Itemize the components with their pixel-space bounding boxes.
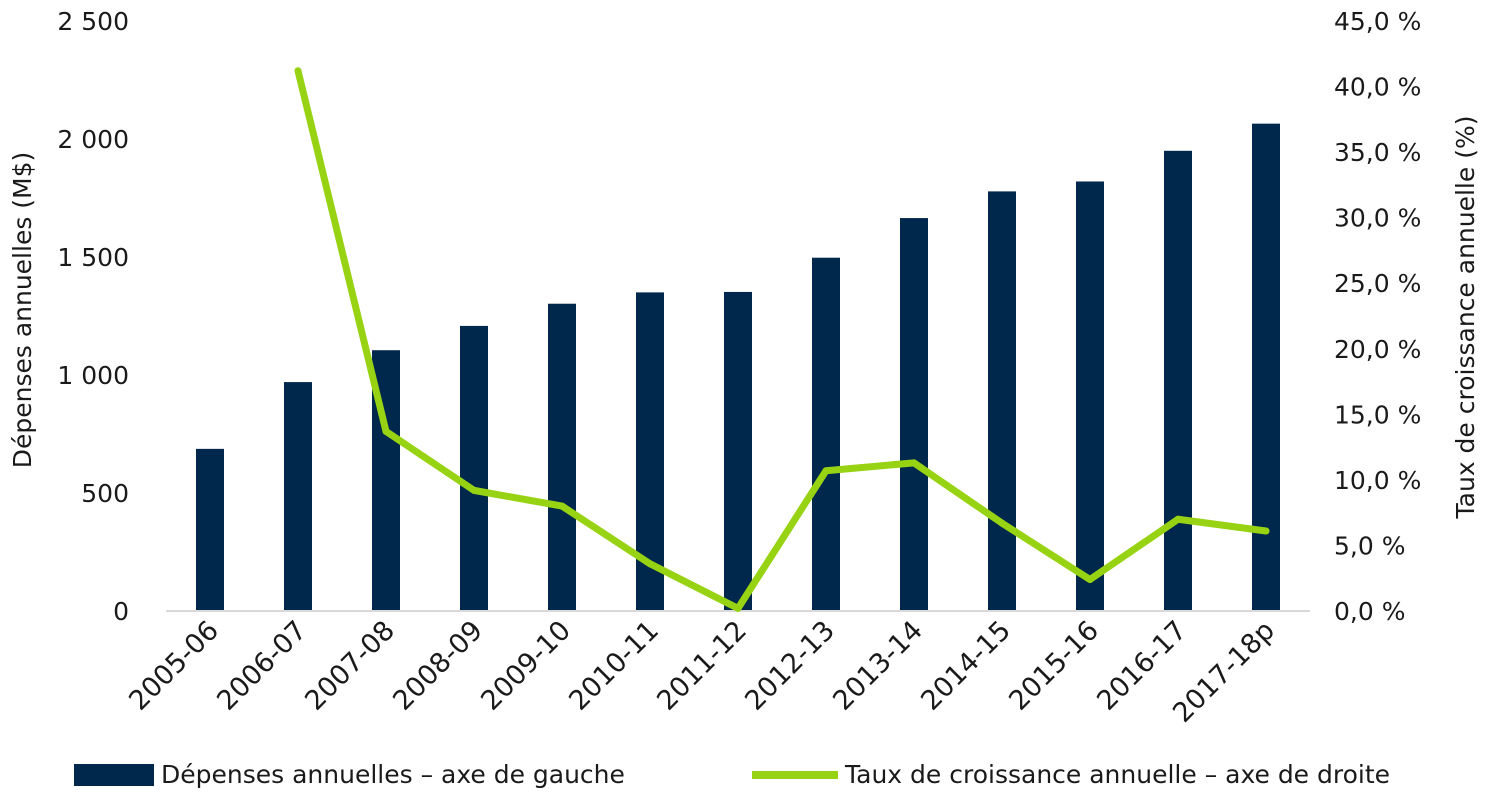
bar-2009-10 (548, 303, 576, 611)
growth-point-2008-09 (470, 486, 478, 494)
legend: Dépenses annuelles – axe de gauche Taux … (74, 760, 1390, 789)
bar-2012-13 (812, 257, 840, 611)
right-tick-label: 35,0 % (1334, 138, 1421, 167)
growth-point-2007-08 (382, 427, 390, 435)
growth-point-2016-17 (1174, 515, 1182, 523)
x-tick-label: 2006-07 (211, 615, 313, 717)
x-tick-label: 2011-12 (651, 615, 753, 717)
x-tick-label: 2008-09 (387, 615, 489, 717)
line-layer (294, 67, 1270, 612)
growth-point-2017-18p (1262, 527, 1270, 535)
left-axis-title: Dépenses annuelles (M$) (8, 152, 37, 469)
right-tick-label: 20,0 % (1334, 335, 1421, 364)
x-axis-ticks: 2005-062006-072007-082008-092009-102010-… (123, 615, 1281, 729)
left-tick-label: 0 (113, 597, 129, 626)
x-tick-label: 2009-10 (475, 615, 577, 717)
x-tick-label: 2015-16 (1003, 615, 1105, 717)
bar-2016-17 (1164, 150, 1192, 612)
growth-point-2006-07 (294, 67, 302, 75)
left-axis-ticks: 0 500 1 000 1 500 2 000 2 500 (57, 7, 129, 626)
legend-line-label: Taux de croissance annuelle – axe de dro… (844, 760, 1390, 789)
right-tick-label: 0,0 % (1334, 597, 1405, 626)
bar-2015-16 (1076, 181, 1104, 612)
growth-rate-line (294, 67, 1270, 612)
right-tick-label: 40,0 % (1334, 73, 1421, 102)
left-tick-label: 2 000 (57, 125, 129, 154)
right-tick-label: 25,0 % (1334, 269, 1421, 298)
growth-point-2015-16 (1086, 576, 1094, 584)
growth-point-2009-10 (558, 502, 566, 510)
bar-2017-18p (1252, 123, 1280, 611)
left-tick-label: 1 500 (57, 243, 129, 272)
growth-point-2010-11 (646, 560, 654, 568)
growth-point-2011-12 (734, 604, 742, 612)
bar-2013-14 (900, 218, 928, 611)
bar-2011-12 (724, 291, 752, 611)
bars-layer (196, 123, 1280, 612)
bar-2008-09 (460, 325, 488, 611)
bar-2005-06 (196, 448, 224, 611)
left-tick-label: 500 (81, 479, 129, 508)
x-tick-label: 2013-14 (827, 615, 929, 717)
right-tick-label: 45,0 % (1334, 7, 1421, 36)
growth-point-2014-15 (998, 519, 1006, 527)
growth-point-2012-13 (822, 467, 830, 475)
left-tick-label: 2 500 (57, 7, 129, 36)
x-tick-label: 2010-11 (563, 615, 665, 717)
right-tick-label: 10,0 % (1334, 466, 1421, 495)
legend-bar-swatch (74, 764, 154, 786)
x-tick-label: 2007-08 (299, 615, 401, 717)
right-axis-title: Taux de croissance annuelle (%) (1451, 116, 1480, 520)
growth-point-2013-14 (910, 459, 918, 467)
right-tick-label: 30,0 % (1334, 204, 1421, 233)
x-tick-label: 2005-06 (123, 615, 225, 717)
right-tick-label: 15,0 % (1334, 400, 1421, 429)
right-tick-label: 5,0 % (1334, 531, 1405, 560)
right-axis-ticks: 0,0 % 5,0 % 10,0 % 15,0 % 20,0 % 25,0 % 30,0 %… (1334, 7, 1421, 626)
bar-2006-07 (284, 382, 312, 611)
x-tick-label: 2014-15 (915, 615, 1017, 717)
legend-bar-label: Dépenses annuelles – axe de gauche (161, 760, 625, 789)
x-tick-label: 2012-13 (739, 615, 841, 717)
left-tick-label: 1 000 (57, 361, 129, 390)
bar-2014-15 (988, 191, 1016, 611)
